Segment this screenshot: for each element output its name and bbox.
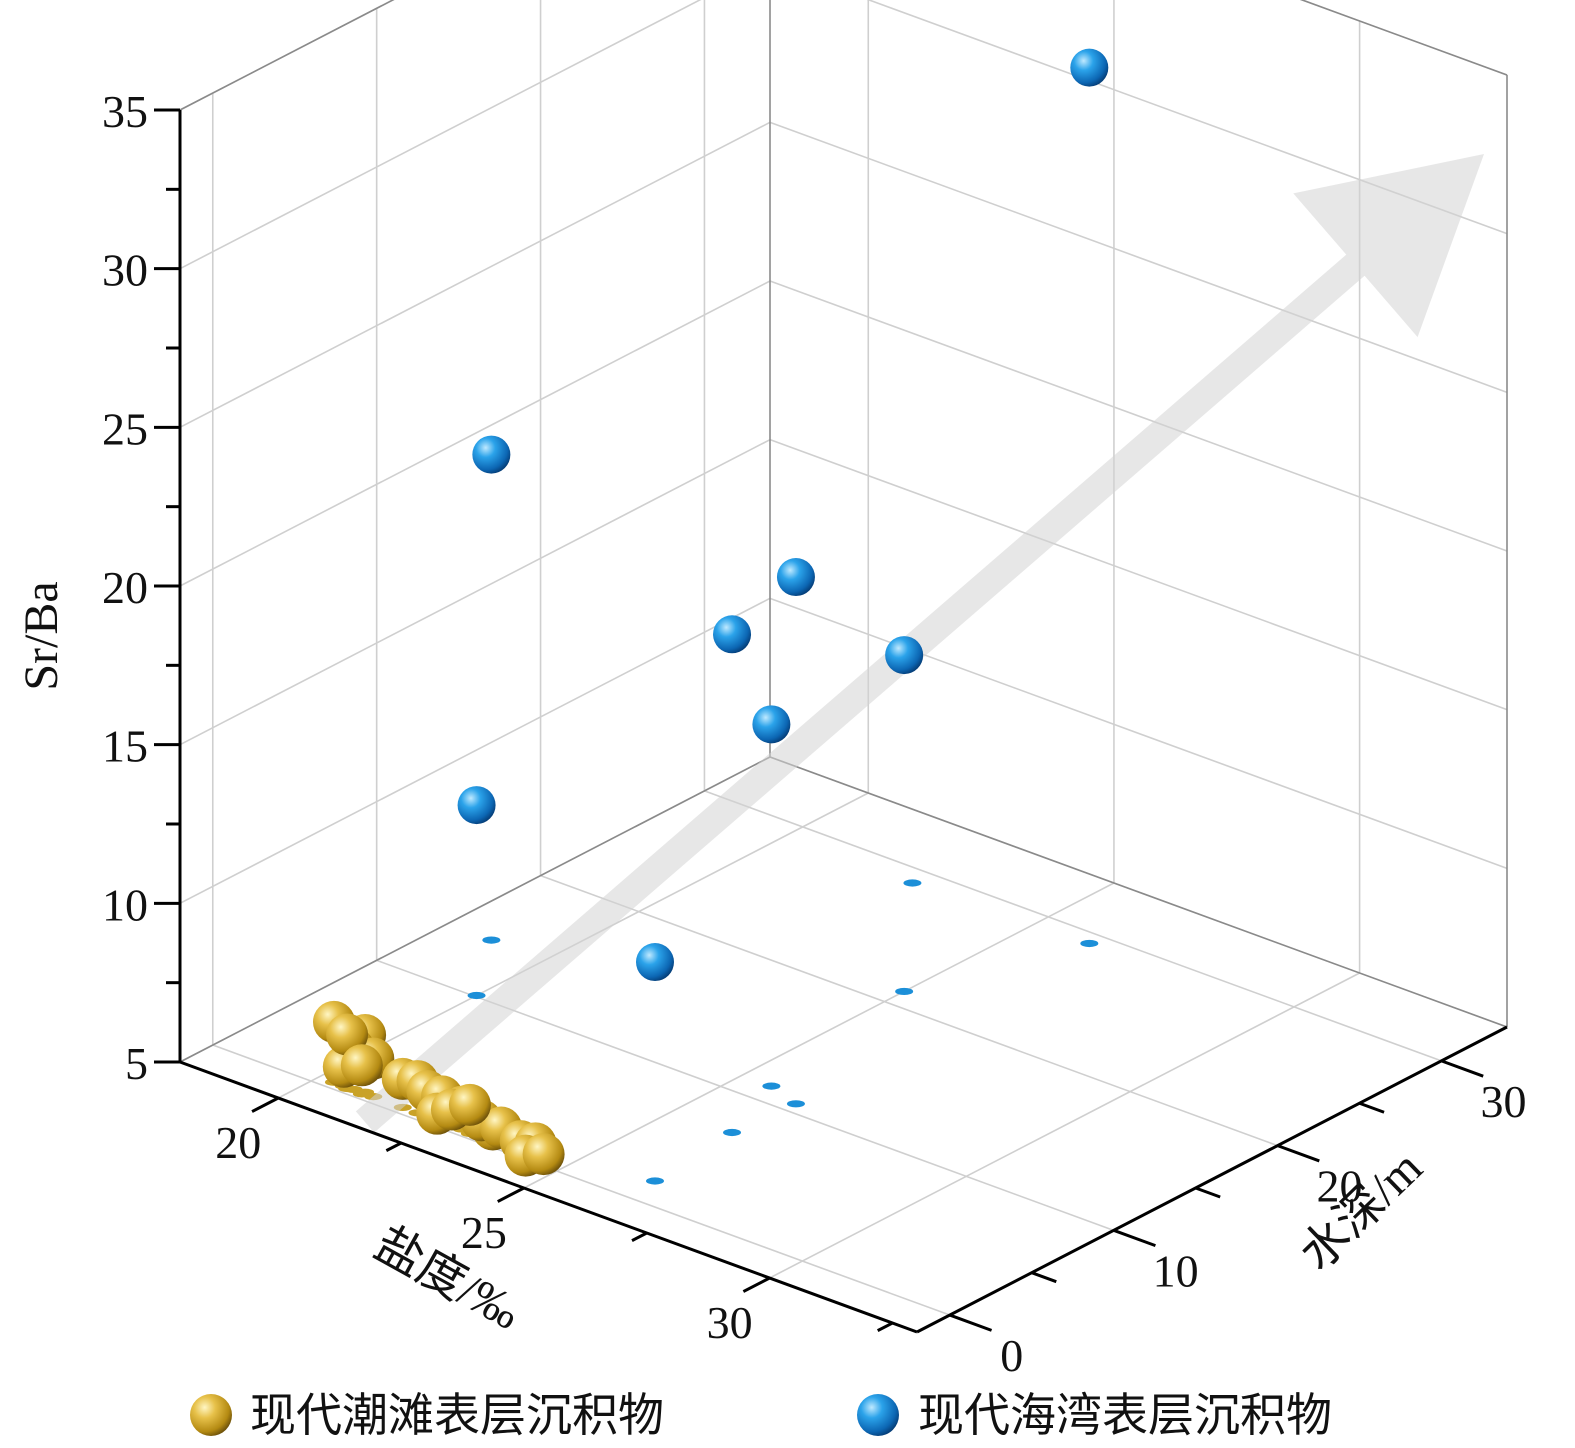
grid-back-wall-z <box>1299 0 1508 76</box>
tidal-flat-projection <box>352 1090 371 1098</box>
legend-marker-tidal-flat <box>190 1394 232 1436</box>
bay-projection <box>645 1177 664 1185</box>
bay-point <box>713 615 752 654</box>
grid-left-wall-z <box>179 0 702 270</box>
y-tick-label: 30 <box>1480 1076 1526 1127</box>
bay-projection <box>1080 939 1099 948</box>
bay-projection <box>467 991 486 1000</box>
x-tick-label: 30 <box>707 1297 753 1348</box>
box-edge-floor-left <box>179 756 771 1063</box>
legend-label-bay: 现代海湾表层沉积物 <box>918 1388 1332 1442</box>
grid-back-wall-z <box>769 121 1508 394</box>
bay-point <box>776 558 815 597</box>
box-edge-left-top <box>179 0 395 111</box>
x-tick-label: 25 <box>461 1207 507 1258</box>
bay-point <box>635 943 674 982</box>
y-axis-minor-tick <box>1358 1101 1385 1114</box>
grid-left-wall-z <box>179 0 395 111</box>
x-axis-major-tick <box>251 1096 279 1113</box>
y-tick-label: 10 <box>1153 1245 1199 1296</box>
bay-point <box>752 705 791 744</box>
z-tick-label: 10 <box>102 879 148 930</box>
x-axis-line <box>179 1060 918 1334</box>
grid-back-wall-z <box>769 280 1508 552</box>
x-tick-label: 20 <box>215 1117 261 1168</box>
bay-projection <box>895 987 914 996</box>
bay-projection <box>482 936 501 944</box>
bay-point <box>457 786 496 825</box>
bay-projection <box>903 879 922 887</box>
y-tick-label: 0 <box>1000 1330 1023 1381</box>
bay-point <box>885 636 924 675</box>
box-edge-back-top <box>1299 0 1508 76</box>
box-edge-floor-back <box>769 756 1508 1028</box>
z-tick-label: 35 <box>102 86 148 137</box>
y-axis-minor-tick <box>1031 1271 1057 1284</box>
z-tick-label: 15 <box>102 721 148 772</box>
y-tick-label: 20 <box>1317 1161 1363 1212</box>
y-axis-minor-tick <box>1195 1186 1221 1199</box>
z-tick-label: 20 <box>102 562 148 613</box>
bay-point <box>1070 48 1109 87</box>
points-back <box>713 558 815 654</box>
grid-floor-y <box>540 874 1278 1147</box>
floor-projections <box>324 879 1099 1185</box>
trend-arrow <box>355 154 1484 1133</box>
grid-left-wall-z <box>179 121 771 429</box>
grid-left-wall-z <box>179 280 771 587</box>
grid-lines <box>179 0 1508 1316</box>
grid-floor-x <box>769 972 1360 1279</box>
legend-label-tidal-flat: 现代潮滩表层沉积物 <box>250 1388 664 1442</box>
y-axis-major-tick <box>1277 1144 1320 1163</box>
y-axis-major-tick <box>1440 1059 1484 1078</box>
grid-back-wall-z <box>769 597 1508 870</box>
y-axis-major-tick <box>1113 1228 1156 1248</box>
axes <box>154 108 1508 1334</box>
x-axis-minor-tick <box>631 1231 648 1242</box>
z-tick-label: 5 <box>125 1038 148 1089</box>
x-axis-minor-tick <box>876 1321 894 1332</box>
bay-projection <box>762 1082 781 1090</box>
grid-floor-x <box>523 882 1115 1189</box>
x-axis-major-tick <box>497 1186 525 1203</box>
legend: 现代潮滩表层沉积物 现代海湾表层沉积物 <box>190 1388 1332 1442</box>
grid-left-wall-z <box>179 597 771 905</box>
x-axis-major-tick <box>742 1276 771 1293</box>
grid-floor-y <box>704 790 1442 1062</box>
grid-back-wall-z <box>769 438 1508 711</box>
x-axis-minor-tick <box>385 1141 402 1152</box>
tidal-flat-point <box>522 1133 565 1176</box>
legend-marker-bay <box>857 1394 899 1436</box>
z-axis-title: Sr/Ba <box>15 581 68 690</box>
bay-projection <box>723 1128 742 1137</box>
z-tick-label: 25 <box>102 403 148 454</box>
z-tick-label: 30 <box>102 245 148 296</box>
points-front <box>312 48 1109 1177</box>
bay-point <box>472 435 511 474</box>
tidal-flat-point <box>448 1083 491 1126</box>
grid-left-wall-z <box>179 438 771 746</box>
tidal-flat-point <box>340 1044 383 1087</box>
bay-projection <box>786 1100 805 1108</box>
y-axis-line <box>916 1025 1508 1334</box>
grid-floor-y <box>212 1044 951 1316</box>
trend-arrow-shape <box>355 154 1484 1133</box>
y-axis-major-tick <box>949 1313 993 1332</box>
